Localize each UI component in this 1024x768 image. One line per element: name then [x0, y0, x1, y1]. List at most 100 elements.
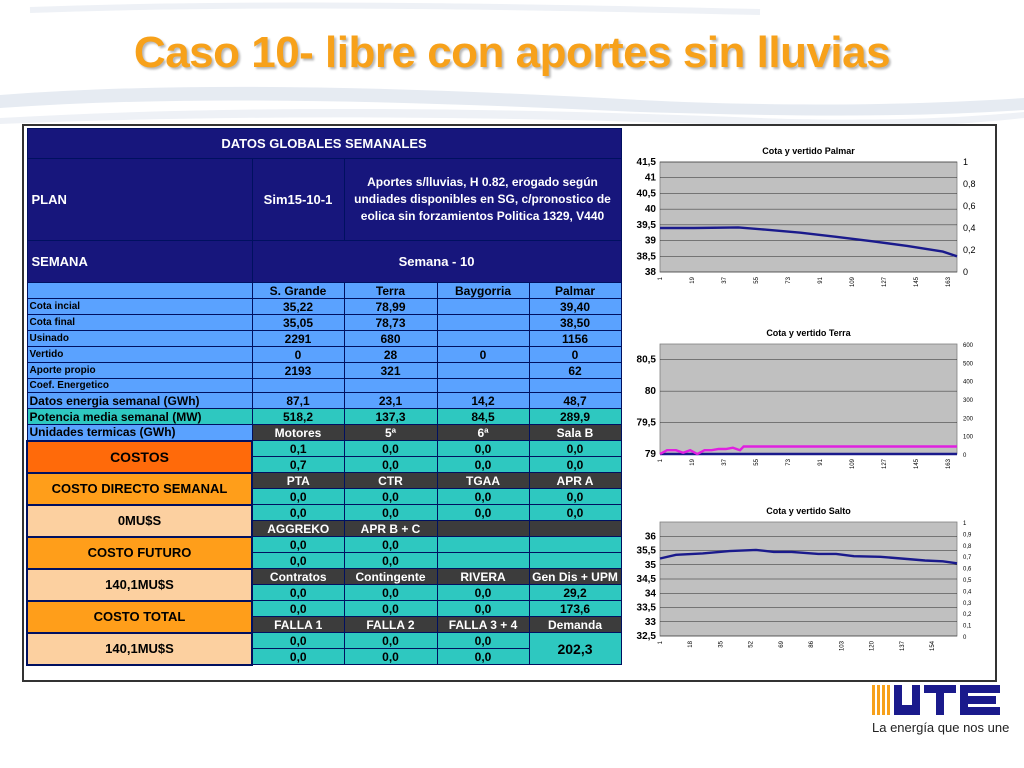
x-tick-label: 145	[914, 458, 920, 469]
table-cell: 0,0	[343, 632, 438, 649]
table-cell: 0,0	[343, 536, 438, 553]
table-cell: 0,0	[436, 632, 530, 649]
table-cell	[436, 298, 530, 315]
table-cell: 48,7	[528, 392, 622, 409]
column-header: APR A	[528, 472, 622, 489]
table-cell: 0	[528, 346, 622, 363]
series-line	[659, 548, 958, 565]
column-header: Sala B	[528, 424, 622, 441]
blank-cell	[436, 552, 530, 569]
x-tick-label: 154	[930, 640, 936, 651]
table-cell: 0	[436, 346, 530, 363]
semana-label: SEMANA	[26, 240, 253, 283]
table-row: Potencia media semanal (MW) 518,2 137,3 …	[26, 408, 622, 425]
y2-tick-label: 0,3	[963, 601, 972, 607]
row-label: Cota incial	[26, 298, 253, 315]
chart-salto: Cota y vertido Salto 32,5 33 33,5 34 34,5 35 35…	[624, 500, 981, 672]
y-tick-label: 80	[645, 386, 657, 397]
x-tick-label: 109	[850, 458, 856, 469]
table-cell: 2291	[251, 330, 345, 347]
table-cell: 0,0	[251, 648, 345, 665]
y-tick-label: 33,5	[637, 603, 657, 614]
table-row: Coef. Energetico	[26, 378, 622, 393]
y2-tick-label: 0,4	[963, 223, 976, 233]
table-cell: 0,0	[528, 456, 622, 473]
column-header: 6ª	[436, 424, 530, 441]
table-cell: 35,05	[251, 314, 345, 331]
x-tick-label: 163	[946, 276, 952, 287]
x-tick-label: 73	[786, 276, 792, 283]
x-tick-label: 127	[882, 458, 888, 469]
blank-cell	[436, 520, 530, 537]
y-tick-label: 35,5	[637, 546, 657, 557]
table-cell: 28	[343, 346, 438, 363]
y2-tick-label: 0,6	[963, 567, 972, 573]
series-line	[659, 445, 957, 456]
x-tick-label: 127	[882, 276, 888, 287]
x-tick-label: 55	[754, 276, 760, 283]
table-cell: 0,0	[436, 600, 530, 617]
y-tick-label: 34,5	[637, 574, 657, 585]
row-label: Coef. Energetico	[26, 378, 253, 393]
costo-futuro-label: COSTO FUTURO	[26, 535, 253, 570]
table-row: Aporte propio 2193 321 62	[26, 362, 622, 379]
blank-cell	[528, 536, 622, 553]
table-cell: 0,0	[436, 584, 530, 601]
table-cell: 0,0	[343, 440, 438, 457]
x-tick-label: 91	[818, 458, 824, 465]
x-tick-label: 19	[690, 458, 696, 465]
table-cell: 0,0	[251, 584, 345, 601]
costo-total-label: COSTO TOTAL	[26, 599, 253, 634]
y2-tick-label: 1	[963, 521, 967, 527]
table-cell: 0,0	[251, 600, 345, 617]
column-header: Contratos	[251, 568, 345, 585]
y2-tick-label: 0,9	[963, 532, 972, 538]
y-tick-label: 79,5	[637, 418, 657, 429]
column-header: APR B + C	[343, 520, 438, 537]
x-tick-label: 120	[870, 640, 876, 651]
table-cell	[528, 378, 622, 393]
costos-label: COSTOS	[26, 439, 253, 474]
y2-tick-label: 0,1	[963, 624, 972, 630]
x-tick-label: 37	[722, 458, 728, 465]
chart-terra: Cota y vertido Terra 79 79,5 80 80,5 0 100 200 3…	[624, 322, 981, 490]
y2-tick-label: 500	[963, 361, 974, 367]
table-cell	[436, 362, 530, 379]
table-cell: 62	[528, 362, 622, 379]
chart-title: Cota y vertido Salto	[766, 506, 851, 516]
table-row: Cota final 35,05 78,73 38,50	[26, 314, 622, 331]
table-cell	[436, 378, 530, 393]
costo-directo-value: 0MU$S	[26, 503, 253, 538]
table-cell: 0,0	[343, 600, 438, 617]
x-tick-label: 73	[786, 458, 792, 465]
column-header: Terra	[343, 282, 438, 299]
column-header: Demanda	[528, 616, 622, 633]
y-tick-label: 39	[645, 236, 657, 247]
row-label: Usinado	[26, 330, 253, 347]
table-cell	[343, 378, 438, 393]
table-cell: 0,0	[251, 536, 345, 553]
table-cell: 0,0	[343, 504, 438, 521]
table-cell: 2193	[251, 362, 345, 379]
table-cell: 0,0	[528, 488, 622, 505]
column-header: AGGREKO	[251, 520, 345, 537]
y2-tick-label: 0	[963, 267, 968, 277]
blank-cell	[528, 520, 622, 537]
chart-title: Cota y vertido Terra	[766, 328, 851, 338]
table-row: Vertido 0 28 0 0	[26, 346, 622, 363]
x-tick-label: 55	[754, 458, 760, 465]
table-cell: 14,2	[436, 392, 530, 409]
y2-tick-label: 600	[963, 343, 974, 349]
table-cell: 0,0	[343, 456, 438, 473]
x-tick-label: 19	[690, 276, 696, 283]
column-header: Gen Dis + UPM	[528, 568, 622, 585]
column-header: RIVERA	[436, 568, 530, 585]
table-cell: 0,0	[251, 632, 345, 649]
chart-title: Cota y vertido Palmar	[762, 146, 855, 156]
table-cell: 87,1	[251, 392, 345, 409]
x-tick-label: 86	[809, 640, 815, 647]
y-tick-label: 35	[645, 560, 657, 571]
series-line	[660, 226, 958, 258]
table-cell: 0,0	[436, 488, 530, 505]
y-tick-label: 40	[645, 204, 657, 215]
